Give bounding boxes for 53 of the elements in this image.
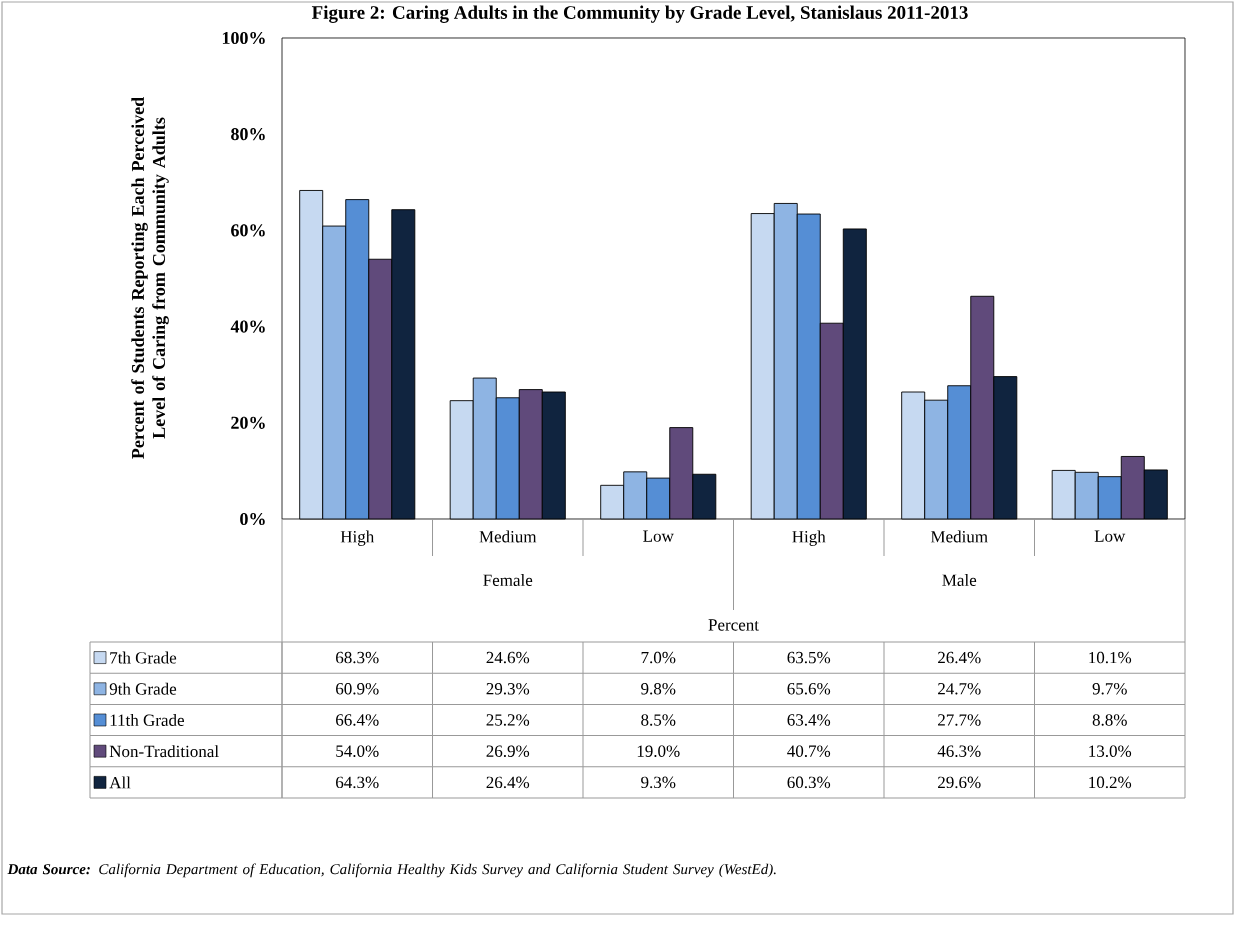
data-label: 29.3% (486, 683, 530, 695)
x-tick-label: Medium (479, 530, 537, 543)
y-tick-label: 20% (231, 416, 265, 429)
data-label: 40.7% (787, 745, 831, 757)
x-tick-label: Medium (930, 530, 988, 543)
data-label: 19.0% (637, 745, 680, 757)
data-label: 24.6% (486, 651, 530, 664)
data-label: 8.5% (641, 714, 676, 726)
data-label: 26.4% (938, 651, 981, 664)
x-tick-label: Low (643, 530, 674, 542)
legend-label: 9th Grade (109, 682, 177, 695)
data-label: 66.4% (336, 714, 379, 726)
data-label: 26.9% (486, 745, 530, 757)
x-tick-label: High (340, 530, 375, 546)
data-label: 9.7% (1092, 683, 1127, 695)
x-tick-label: Low (1094, 530, 1126, 542)
data-label: 8.8% (1092, 714, 1127, 726)
legend-label: 11th Grade (110, 714, 184, 726)
data-label: 7.0% (641, 651, 676, 664)
data-label: 26.4% (486, 776, 530, 789)
data-label: 10.2% (1089, 776, 1132, 789)
data-label: 27.7% (938, 714, 981, 726)
y-tick-label: 0% (240, 512, 265, 526)
data-label: 60.9% (336, 683, 379, 695)
y-tick-label: 100% (222, 31, 265, 45)
data-label: 25.2% (486, 714, 530, 726)
data-label: 54.0% (336, 745, 379, 757)
x-tick-label: High (792, 530, 826, 546)
data-label: 9.8% (641, 683, 676, 695)
data-label: 24.7% (938, 683, 981, 695)
x-axis-title: Percent (708, 619, 759, 631)
data-label: 68.3% (336, 651, 379, 664)
data-label: 13.0% (1089, 745, 1132, 757)
chart-title: Figure 2: Caring Adults in the Community by Grade Level, Stanislaus 2011-2013 (311, 5, 968, 23)
data-label: 63.4% (787, 714, 831, 726)
y-tick-label: 80% (231, 128, 265, 141)
data-label: 9.3% (641, 776, 676, 789)
data-label: 29.6% (938, 776, 981, 789)
legend-label: Non-Traditional (109, 745, 219, 758)
data-label: 10.1% (1089, 651, 1132, 664)
data-label: 60.3% (787, 776, 831, 789)
data-label: 64.3% (336, 776, 379, 789)
data-label: 63.5% (787, 651, 831, 664)
text: Data Source: California Department of Education, California Healthy Kids Survey and California Student Survey (WestEd). (7, 863, 776, 878)
data-label: 46.3% (937, 745, 981, 757)
text: Female (483, 574, 533, 586)
data-label: 65.6% (787, 683, 831, 695)
y-tick-label: 60% (231, 224, 265, 237)
legend-label: 7th Grade (110, 651, 177, 664)
text: Male (942, 574, 977, 586)
y-tick-label: 40% (230, 320, 265, 333)
y-axis-title: Percent of Students Reporting Each Perceived Level of Caring from Community Adults (131, 97, 169, 459)
legend-label: All (109, 776, 131, 789)
